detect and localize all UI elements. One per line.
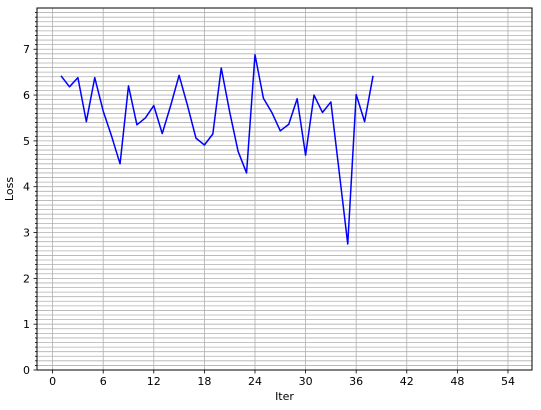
- x-tick-label: 42: [400, 375, 414, 388]
- x-tick-label: 36: [349, 375, 363, 388]
- y-tick-label: 3: [23, 227, 30, 240]
- y-tick-label: 5: [23, 135, 30, 148]
- x-tick-label: 12: [147, 375, 161, 388]
- x-tick-label: 18: [197, 375, 211, 388]
- y-tick-label: 7: [23, 43, 30, 56]
- y-tick-label: 6: [23, 89, 30, 102]
- series-layer: [60, 53, 374, 245]
- loss-series-line: [60, 53, 374, 245]
- x-tick-label: 24: [248, 375, 262, 388]
- x-tick-label: 0: [49, 375, 56, 388]
- x-tick-label: 54: [501, 375, 515, 388]
- x-tick-label: 30: [299, 375, 313, 388]
- axis-ticks: [33, 12, 509, 374]
- y-tick-label: 4: [23, 181, 30, 194]
- y-tick-label: 2: [23, 272, 30, 285]
- plot-area-frame: [36, 7, 533, 371]
- y-tick-label: 0: [23, 364, 30, 377]
- minor-gridlines: [37, 12, 532, 366]
- y-axis-label: Loss: [3, 177, 16, 201]
- y-tick-label: 1: [23, 318, 30, 331]
- x-tick-label: 48: [450, 375, 464, 388]
- x-tick-label: 6: [100, 375, 107, 388]
- x-axis-label: Iter: [275, 390, 294, 403]
